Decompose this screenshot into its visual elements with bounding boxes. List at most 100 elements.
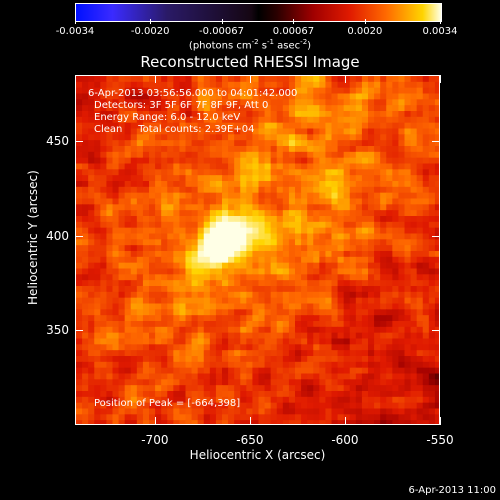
heatmap-cell — [76, 256, 83, 264]
heatmap-cell — [149, 151, 156, 159]
heatmap-cell — [191, 204, 199, 211]
heatmap-cell — [112, 420, 120, 424]
heatmap-cell — [179, 315, 187, 322]
heatmap-cell — [282, 321, 290, 328]
heatmap-cell — [307, 181, 314, 188]
heatmap-cell — [295, 93, 302, 100]
heatmap-cell — [301, 391, 308, 398]
heatmap-cell — [416, 402, 424, 410]
heatmap-cell — [374, 210, 381, 217]
heatmap-cell — [155, 268, 162, 275]
heatmap-cell — [295, 396, 302, 404]
heatmap-cell — [215, 344, 223, 351]
heatmap-cell — [404, 332, 412, 340]
heatmap-cell — [185, 379, 193, 386]
heatmap-cell — [173, 379, 181, 386]
heatmap-cell — [136, 408, 144, 415]
heatmap-cell — [368, 367, 375, 375]
heatmap-cell — [142, 309, 150, 316]
heatmap-cell — [404, 245, 412, 252]
heatmap-cell — [130, 122, 138, 130]
heatmap-cell — [234, 93, 241, 100]
heatmap-cell — [246, 396, 254, 404]
heatmap-cell — [374, 332, 381, 340]
heatmap-cell — [349, 169, 357, 176]
heatmap-cell — [222, 99, 229, 106]
heatmap-cell — [282, 186, 290, 194]
heatmap-cell — [301, 291, 308, 299]
heatmap-cell — [228, 251, 235, 258]
heatmap-cell — [124, 140, 132, 147]
heatmap-cell — [94, 111, 101, 118]
heatmap-cell — [167, 227, 174, 235]
heatmap-cell — [386, 204, 393, 211]
heatmap-cell — [343, 198, 351, 205]
heatmap-cell — [130, 280, 138, 287]
heatmap-cell — [252, 251, 260, 258]
heatmap-cell — [386, 151, 393, 159]
heatmap-cell — [428, 146, 436, 153]
heatmap-cell — [313, 221, 320, 229]
heatmap-cell — [361, 81, 369, 89]
heatmap-cell — [301, 116, 308, 124]
heatmap-cell — [88, 210, 95, 217]
heatmap-cell — [142, 93, 150, 100]
heatmap-cell — [234, 367, 241, 375]
heatmap-cell — [100, 291, 108, 299]
heatmap-cell — [82, 175, 89, 182]
heatmap-cell — [416, 116, 424, 124]
heatmap-cell — [167, 221, 174, 229]
heatmap-cell — [270, 274, 278, 281]
heatmap-cell — [374, 286, 381, 293]
heatmap-cell — [331, 239, 339, 246]
heatmap-cell — [434, 344, 439, 351]
heatmap-cell — [228, 256, 235, 264]
heatmap-cell — [94, 76, 101, 83]
heatmap-cell — [252, 175, 260, 182]
heatmap-cell — [319, 326, 327, 334]
heatmap-cell — [343, 332, 351, 340]
heatmap-cell — [343, 134, 351, 141]
heatmap-cell — [368, 286, 375, 293]
heatmap-cell — [112, 256, 120, 264]
heatmap-cell — [94, 122, 101, 130]
heatmap-cell — [295, 356, 302, 363]
heatmap-cell — [404, 309, 412, 316]
heatmap-cell — [307, 210, 314, 217]
heatmap-cell — [118, 175, 126, 182]
heatmap-cell — [428, 286, 436, 293]
heatmap-cell — [215, 163, 223, 170]
heatmap-cell — [185, 315, 193, 322]
heatmap-cell — [252, 256, 260, 264]
heatmap-cell — [428, 175, 436, 182]
heatmap-cell — [380, 157, 387, 165]
heatmap-cell — [434, 420, 439, 424]
heatmap-cell — [179, 122, 187, 130]
heatmap-cell — [307, 163, 314, 170]
heatmap-cell — [325, 396, 333, 404]
heatmap-cell — [428, 280, 436, 287]
heatmap-cell — [112, 140, 120, 147]
heatmap-cell — [209, 262, 217, 270]
heatmap-cell — [222, 321, 229, 328]
heatmap-cell — [112, 198, 120, 205]
heatmap-cell — [380, 286, 387, 293]
heatmap-cell — [331, 122, 339, 130]
heatmap-cell — [240, 128, 247, 135]
heatmap-cell — [343, 391, 351, 398]
heatmap-cell — [319, 408, 327, 415]
heatmap-cell — [282, 303, 290, 310]
heatmap-cell — [228, 198, 235, 205]
heatmap-cell — [88, 233, 95, 240]
heatmap-cell — [331, 391, 339, 398]
heatmap-cell — [185, 280, 193, 287]
heatmap-cell — [185, 99, 193, 106]
heatmap-cell — [222, 128, 229, 135]
heatmap-cell — [149, 221, 156, 229]
heatmap-cell — [222, 256, 229, 264]
heatmap-cell — [106, 169, 114, 176]
heatmap-cell — [136, 169, 144, 176]
heatmap-cell — [343, 116, 351, 124]
heatmap-cell — [264, 262, 272, 270]
heatmap-cell — [149, 93, 156, 100]
